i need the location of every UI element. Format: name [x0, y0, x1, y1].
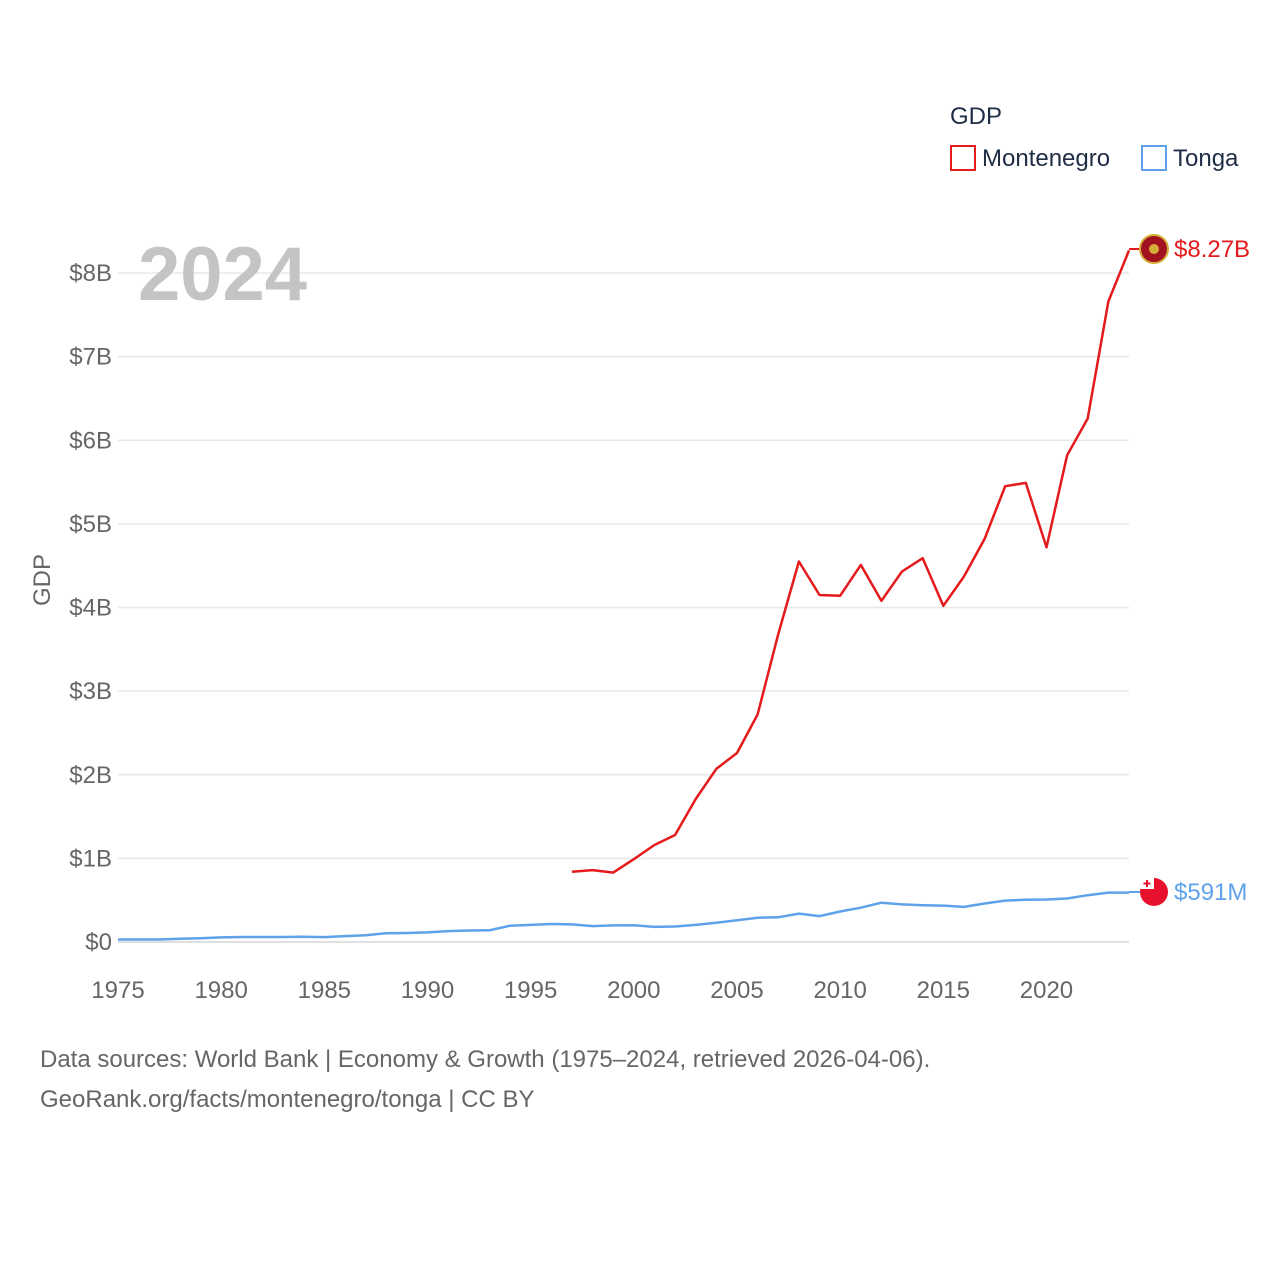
x-tick-labels: 1975 1980 1985 1990 1995 2000 2005 2010 2015 2020: [91, 977, 1073, 1004]
legend-swatch-montenegro: [950, 145, 976, 171]
series-line-montenegro: [571, 249, 1131, 874]
series-line-tonga: [118, 891, 1129, 941]
tonga-end-marker: $591M: [1129, 878, 1247, 906]
x-tick-label: 2005: [710, 977, 763, 1004]
series-lines: [118, 249, 1131, 941]
legend-label-tonga: Tonga: [1173, 145, 1239, 172]
y-tick-label: $5B: [69, 511, 112, 538]
year-watermark: 2024: [138, 232, 307, 317]
y-tick-label: $1B: [69, 845, 112, 872]
x-tick-label: 1985: [298, 977, 351, 1004]
y-axis-label: GDP: [29, 554, 56, 606]
x-tick-label: 2015: [917, 977, 970, 1004]
montenegro-flag-emblem-icon: [1149, 244, 1159, 254]
y-tick-label: $0: [85, 929, 112, 956]
attribution-text: GeoRank.org/facts/montenegro/tonga | CC …: [40, 1086, 535, 1113]
x-tick-label: 2020: [1020, 977, 1073, 1004]
legend-label-montenegro: Montenegro: [982, 145, 1110, 172]
x-tick-label: 1975: [91, 977, 144, 1004]
x-tick-label: 2010: [813, 977, 866, 1004]
montenegro-end-marker: $8.27B: [1129, 234, 1250, 264]
y-tick-label: $7B: [69, 344, 112, 371]
y-tick-label: $8B: [69, 260, 112, 287]
y-tick-labels: $0 $1B $2B $3B $4B $5B $6B $7B $8B: [69, 260, 112, 956]
tonga-end-label: $591M: [1174, 879, 1247, 906]
tonga-flag-cross-icon: [1143, 880, 1151, 887]
legend-item-tonga[interactable]: Tonga: [1141, 145, 1239, 172]
legend-swatch-tonga: [1141, 145, 1167, 171]
legend-title: GDP: [950, 103, 1002, 130]
x-tick-label: 1980: [194, 977, 247, 1004]
data-sources-text: Data sources: World Bank | Economy & Gro…: [40, 1046, 931, 1073]
y-tick-label: $3B: [69, 678, 112, 705]
x-tick-label: 1995: [504, 977, 557, 1004]
x-tick-label: 1990: [401, 977, 454, 1004]
legend: GDP Montenegro Tonga: [950, 103, 1239, 172]
y-tick-label: $2B: [69, 762, 112, 789]
footer: Data sources: World Bank | Economy & Gro…: [40, 1040, 930, 1120]
x-tick-label: 2000: [607, 977, 660, 1004]
y-tick-label: $4B: [69, 595, 112, 622]
montenegro-end-label: $8.27B: [1174, 236, 1250, 263]
grid-lines: [118, 272, 1129, 943]
y-tick-label: $6B: [69, 427, 112, 454]
chart-canvas: $0$1B$2B$3B$4B$5B$6B$7B$8B 1975 1980 1985 1…: [29, 103, 1250, 1004]
legend-item-montenegro[interactable]: Montenegro: [950, 145, 1110, 172]
